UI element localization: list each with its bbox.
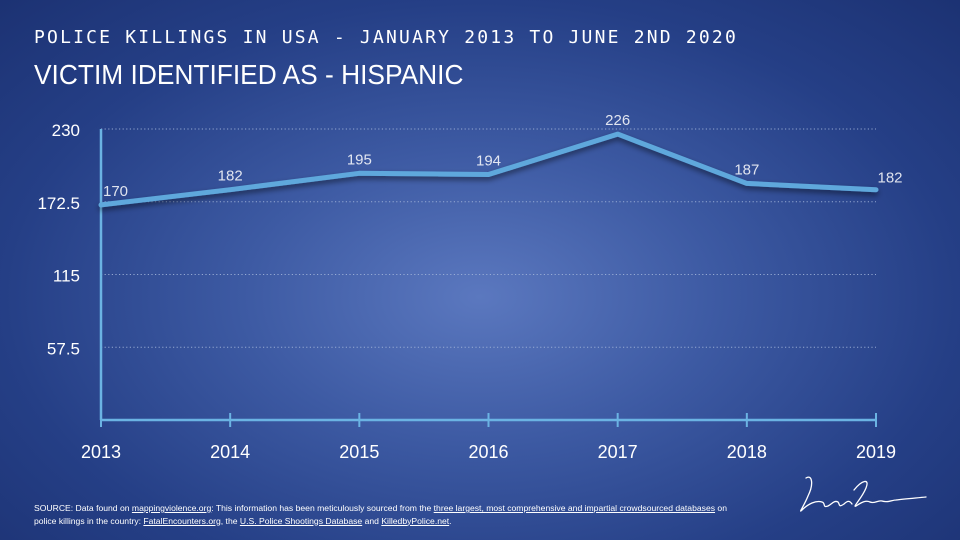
x-tick-label: 2019	[856, 442, 896, 462]
series-line	[98, 131, 879, 208]
chart-supertitle: POLICE KILLINGS IN USA - JANUARY 2013 TO…	[34, 27, 738, 48]
signature-icon	[800, 476, 927, 512]
x-tick-label: 2014	[210, 442, 250, 462]
series-line-path	[98, 131, 879, 208]
data-labels: 170 182 195 194 226 187 182	[103, 112, 903, 200]
axes	[99, 129, 877, 427]
y-tick-label: 57.5	[47, 339, 80, 358]
y-tick-labels: 57.5 115 172.5 230	[37, 121, 80, 358]
source-suffix: .	[449, 515, 452, 526]
source-text: : This information has been meticulously…	[211, 503, 434, 513]
x-tick-label: 2018	[727, 442, 767, 462]
chart-title: VICTIM IDENTIFIED AS - HISPANIC	[34, 59, 464, 90]
x-tick-label: 2017	[598, 442, 638, 462]
data-label: 187	[734, 161, 759, 178]
data-label: 182	[218, 168, 243, 185]
y-tick-label: 230	[52, 121, 80, 140]
source-link-fatalencounters[interactable]: FatalEncounters.org	[143, 515, 221, 526]
data-label: 182	[877, 170, 902, 187]
data-label: 195	[347, 151, 372, 168]
source-link-killedbypolice[interactable]: KilledbyPolice.net	[381, 515, 450, 526]
source-text: , the	[220, 515, 240, 526]
y-tick-label: 172.5	[37, 194, 80, 213]
source-text: and	[362, 515, 382, 526]
y-tick-label: 115	[53, 267, 80, 286]
source-text: on police killings in the country:	[34, 503, 727, 526]
data-label: 226	[605, 112, 630, 129]
data-label: 170	[103, 183, 128, 200]
x-tick-label: 2013	[81, 442, 121, 462]
x-tick-label: 2015	[339, 442, 379, 462]
source-prefix: SOURCE: Data found on	[34, 503, 132, 513]
data-label: 194	[476, 153, 501, 170]
x-tick-labels: 2013 2014 2015 2016 2017 2018 2019	[81, 442, 896, 462]
source-link-police-shootings-db[interactable]: U.S. Police Shootings Database	[239, 515, 363, 526]
source-link-databases[interactable]: three largest, most comprehensive and im…	[433, 503, 716, 513]
line-chart: 57.5 115 172.5 230 2013 2014 2015 2016 2017 2018…	[37, 112, 903, 462]
x-tick-label: 2016	[468, 442, 508, 462]
source-note: SOURCE: Data found on mappingviolence.or…	[34, 502, 734, 527]
source-link-mappingviolence[interactable]: mappingviolence.org	[131, 503, 212, 513]
